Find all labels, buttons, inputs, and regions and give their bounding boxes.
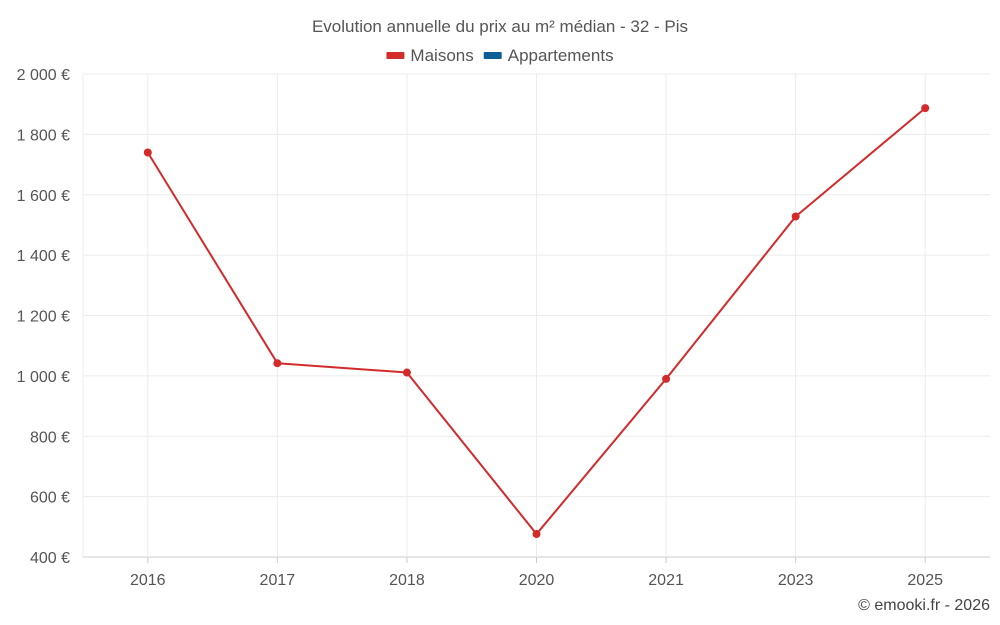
y-tick-label: 1 400 € [17,248,70,265]
credits-text: © emooki.fr - 2026 [858,597,990,614]
y-tick-label: 400 € [30,550,70,567]
legend-item-appartements[interactable]: Appartements [483,46,614,65]
legend-item-maisons[interactable]: Maisons [386,46,474,65]
y-tick-label: 1 800 € [17,127,70,144]
x-tick-label: 2020 [519,572,555,589]
data-point[interactable] [921,104,930,113]
legend-label: Appartements [508,46,614,65]
grid [82,73,990,558]
x-tick-label: 2016 [130,572,166,589]
x-tick-label: 2023 [778,572,814,589]
y-tick-label: 800 € [30,429,70,446]
data-point[interactable] [791,212,800,221]
series-layer [143,104,930,539]
data-point[interactable] [532,530,541,539]
data-point[interactable] [273,359,282,368]
x-axis: 2016 2017 2018 2020 2021 2023 2025 [130,557,943,589]
x-tick-label: 2017 [260,572,296,589]
x-tick-label: 2025 [907,572,943,589]
legend-swatch [483,52,502,59]
data-point[interactable] [402,368,411,377]
legend-swatch [386,52,405,59]
y-tick-label: 600 € [30,490,70,507]
chart-title: Evolution annuelle du prix au m² médian … [312,17,688,36]
y-tick-label: 2 000 € [17,67,70,84]
data-point[interactable] [143,148,152,157]
x-tick-label: 2018 [389,572,425,589]
y-tick-label: 1 200 € [17,309,70,326]
y-tick-label: 1 000 € [17,369,70,386]
y-tick-label: 1 600 € [17,188,70,205]
y-axis: 2 000 € 1 800 € 1 600 € 1 400 € 1 200 € 1 000… [17,67,70,567]
data-point[interactable] [662,374,671,383]
legend: Maisons Appartements [386,46,614,65]
x-tick-label: 2021 [648,572,684,589]
legend-label: Maisons [410,46,473,65]
